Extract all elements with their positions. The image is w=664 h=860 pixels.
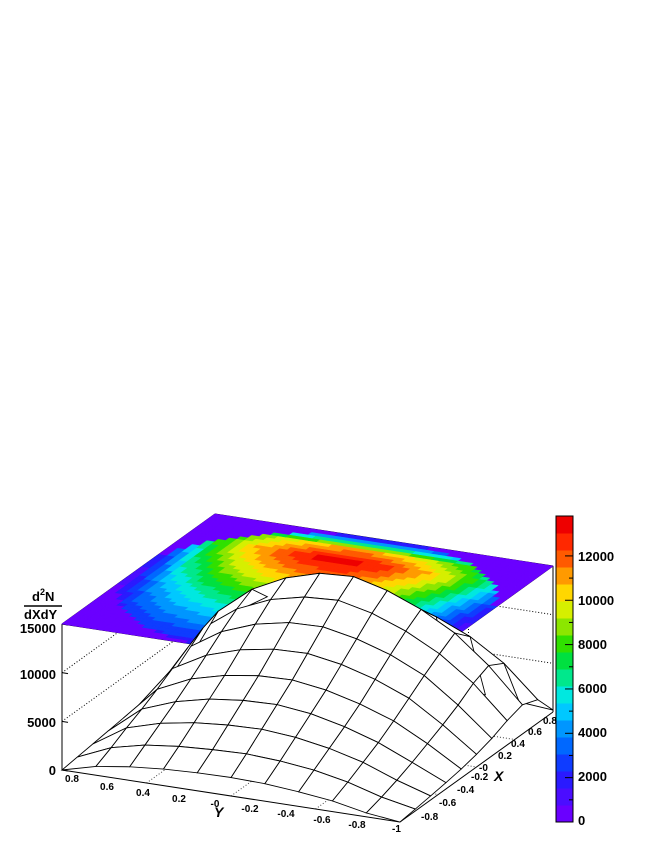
y-tick-m0.6: -0.6 [313,815,331,826]
colorbar-tick-6000: 6000 [578,681,607,696]
x-tick-m0.8: -0.8 [421,812,439,823]
box-front-bottom-edge [61,769,401,823]
colorbar-band [556,635,573,653]
colorbar-band [556,686,573,704]
colorbar-band [556,788,573,806]
colorbar-frame [555,515,574,823]
colorbar-band [556,720,573,738]
x-axis-title: X [493,768,505,784]
z-tick-10000: 10000 [20,667,56,682]
x-tick-0.6: 0.6 [528,727,542,738]
z-tick-5000: 5000 [27,715,56,730]
colorbar-band [556,567,573,585]
x-tick-0: -0 [479,763,488,774]
y-tick-0.8: 0.8 [65,774,79,785]
z-label-numerator-n: N [45,589,54,604]
colorbar-band [556,805,573,823]
x-tick-m0.6: -0.6 [439,798,457,809]
colorbar-tick-12000: 12000 [578,549,614,564]
colorbar-band [556,533,573,551]
z-tick-mark-2 [61,672,69,675]
colorbar-tick-8000: 8000 [578,637,607,652]
y-axis-title: Y [214,804,225,820]
colorbar-band [556,550,573,568]
x-tick-0.8: 0.8 [543,716,557,727]
x-tick-0.4: 0.4 [511,739,525,750]
y-tick-0.2: 0.2 [172,794,186,805]
color-palette-bar [555,515,574,823]
z-tick-15000: 15000 [20,621,56,636]
z-tick-0: 0 [49,763,56,778]
y-tick-0.6: 0.6 [100,782,114,793]
colorbar-band [556,669,573,687]
colorbar-tick-10000: 10000 [578,593,614,608]
x-tick-m0.4: -0.4 [457,785,475,796]
y-tick-m0.8: -0.8 [348,820,366,831]
y-tick-m0.2: -0.2 [241,804,259,815]
z-label-superscript: 2 [40,587,45,597]
surface-cell [60,746,113,771]
colorbar-band [556,754,573,772]
colorbar-tick-2000: 2000 [578,769,607,784]
z-tick-mark-1 [61,720,69,723]
x-tick-m0.2: -0.2 [471,772,489,783]
z-axis-label: d 2 N dXdY [24,587,62,622]
y-tick-0: -0 [211,799,220,810]
y-tick-0.4: 0.4 [136,788,150,799]
colorbar-tick-0: 0 [578,813,585,828]
colorbar-band [556,584,573,602]
colorbar-tick-4000: 4000 [578,725,607,740]
colorbar-band [556,618,573,636]
x-tick-m1: -1 [392,824,401,835]
z-label-denominator: dXdY [24,607,58,622]
box-right-bottom-edge [399,711,554,823]
colorbar-band [556,771,573,789]
colorbar-band [556,652,573,670]
z-label-numerator-d: d [32,589,40,604]
contour-cell [210,513,224,518]
colorbar-band [556,737,573,755]
colorbar-band [556,703,573,721]
surface-mesh [60,572,554,823]
colorbar-band [556,516,573,534]
y-tick-m0.4: -0.4 [277,809,295,820]
x-tick-0.2: 0.2 [498,751,512,762]
colorbar-band [556,601,573,619]
